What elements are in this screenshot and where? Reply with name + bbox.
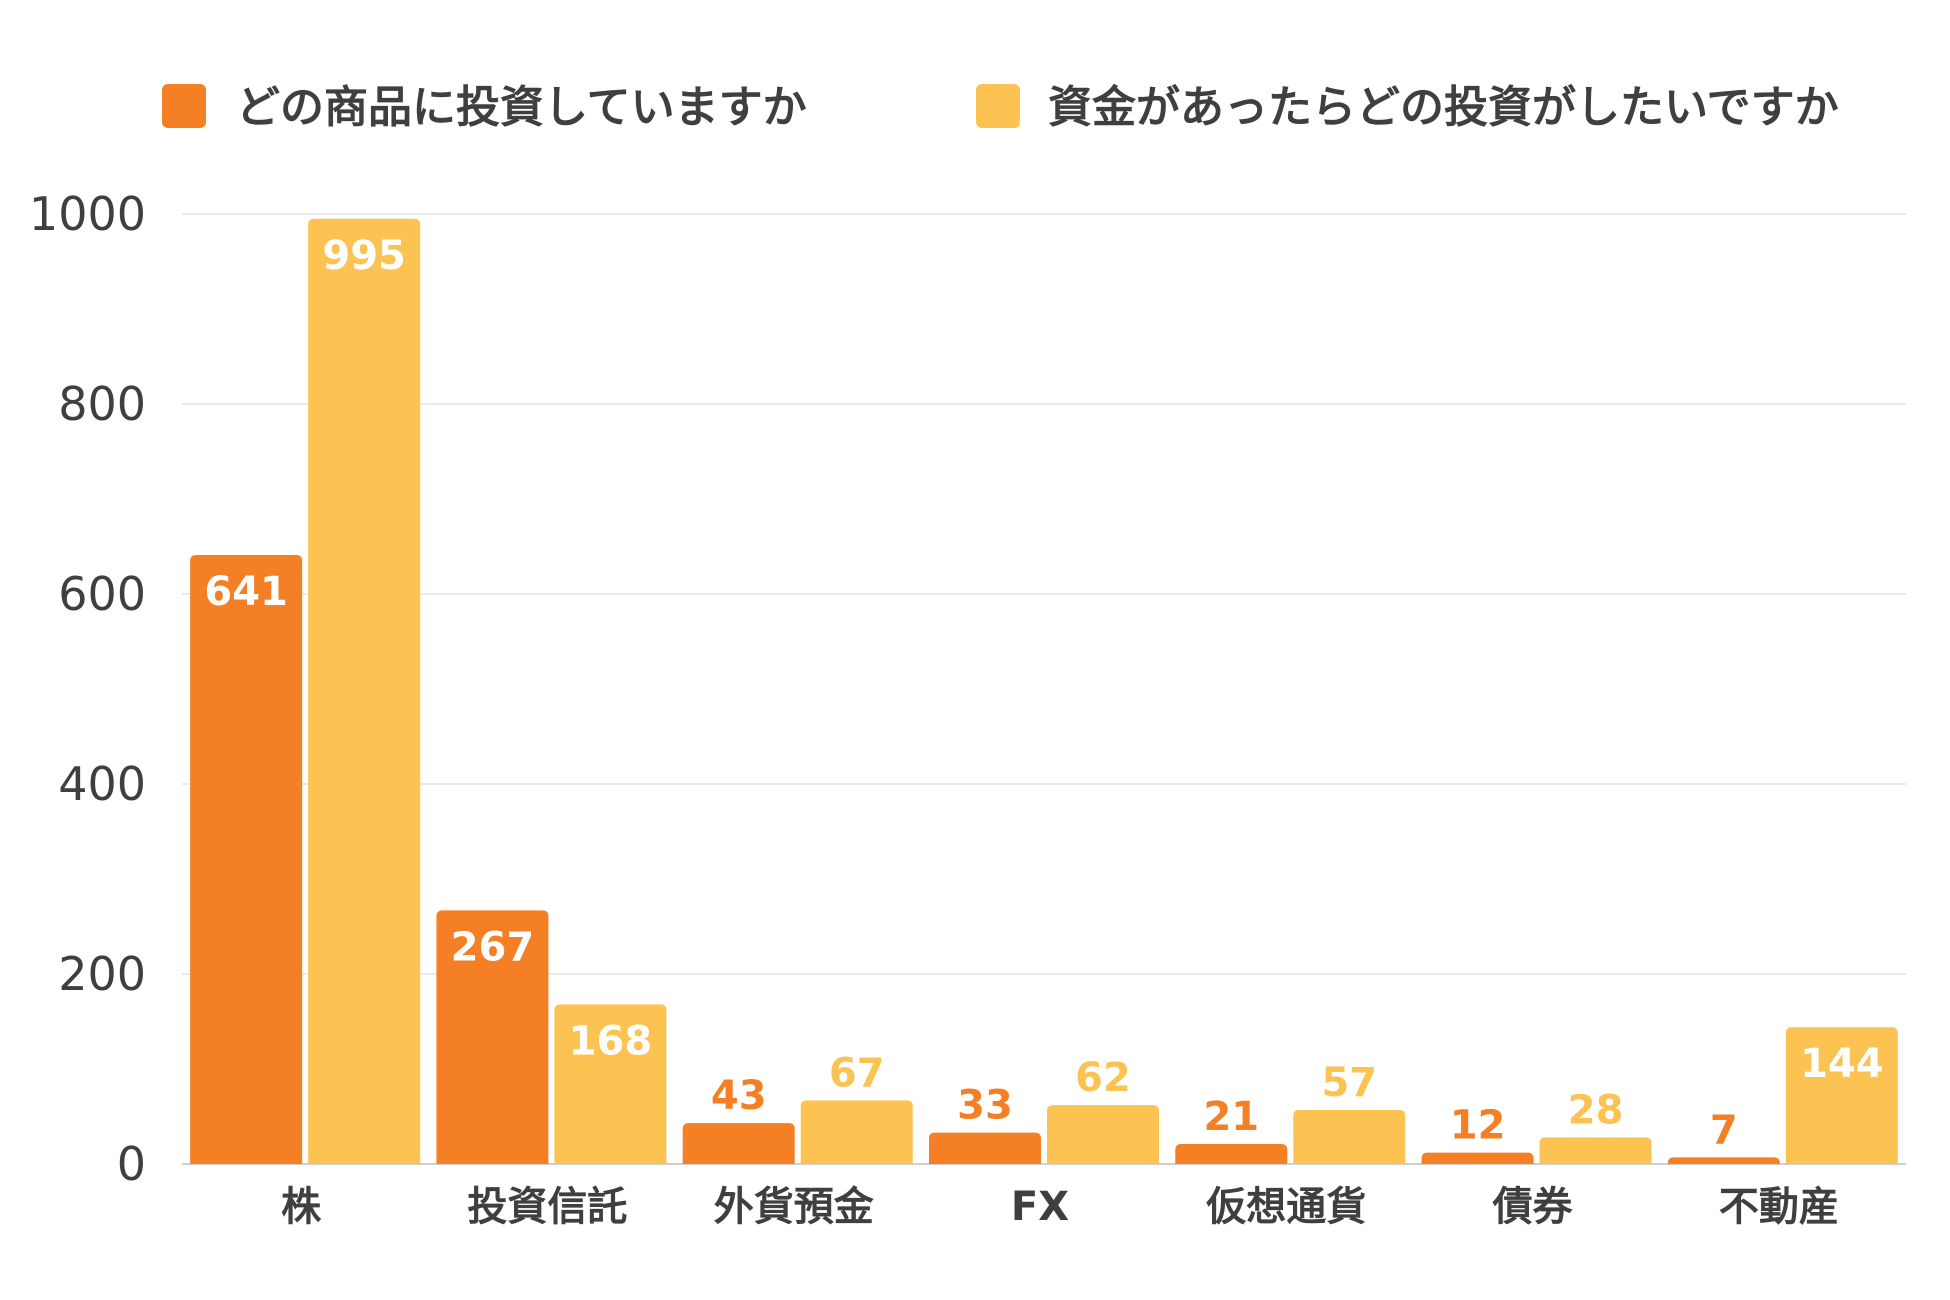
bar-desired-2	[800, 1100, 913, 1164]
bar-desired-4	[1293, 1109, 1406, 1164]
data-label: 28	[1568, 1087, 1624, 1133]
x-tick-label: FX	[1011, 1184, 1069, 1230]
legend-swatch	[976, 84, 1020, 128]
bar-current-3	[929, 1132, 1041, 1164]
bars	[190, 218, 1898, 1164]
data-label: 67	[829, 1050, 885, 1096]
bar-desired-1	[554, 1004, 667, 1164]
y-tick-label: 0	[117, 1137, 146, 1191]
x-tick-label: 外貨預金	[714, 1184, 875, 1230]
data-label: 995	[322, 233, 406, 279]
data-labels: 641 995 267 168 43 67 33 62 21 57 12 28 7 144	[204, 233, 1883, 1154]
legend-label: どの商品に投資していますか	[236, 82, 807, 133]
gridlines	[182, 213, 1906, 975]
legend-label: 資金があったらどの投資がしたいですか	[1048, 82, 1839, 133]
y-tick-label: 200	[58, 947, 146, 1001]
x-tick-label: 投資信託	[467, 1184, 627, 1230]
x-axis: 株 投資信託 外貨預金 FX 仮想通貨 債券 不動産	[281, 1184, 1839, 1230]
data-label: 168	[569, 1018, 653, 1064]
x-tick-label: 債券	[1492, 1184, 1574, 1230]
data-label: 33	[957, 1083, 1013, 1129]
data-label: 144	[1800, 1041, 1884, 1087]
bar-current-5	[1421, 1152, 1534, 1164]
y-tick-label: 600	[58, 567, 146, 621]
bar-current-1	[436, 910, 549, 1164]
data-label: 267	[451, 924, 535, 970]
bar-current-2	[682, 1123, 795, 1164]
data-label: 43	[711, 1073, 767, 1119]
y-tick-label: 400	[58, 757, 146, 811]
legend: どの商品に投資していますか 資金があったらどの投資がしたいですか	[162, 82, 1839, 133]
x-tick-label: 株	[281, 1184, 322, 1230]
data-label: 57	[1321, 1060, 1377, 1106]
y-axis: 0 200 400 600 800 1000	[29, 187, 1906, 1191]
legend-swatch	[162, 84, 206, 128]
bar-current-4	[1175, 1144, 1288, 1164]
bar-desired-5	[1539, 1137, 1652, 1164]
bar-desired-3	[1047, 1105, 1159, 1164]
data-label: 21	[1203, 1094, 1259, 1140]
data-label: 12	[1450, 1103, 1506, 1149]
bar-desired-6	[1785, 1027, 1898, 1164]
x-tick-label: 不動産	[1719, 1184, 1839, 1230]
data-label: 641	[204, 569, 288, 615]
bar-current-0	[190, 555, 303, 1164]
y-tick-label: 800	[58, 377, 146, 431]
x-tick-label: 仮想通貨	[1205, 1184, 1366, 1230]
y-tick-label: 1000	[29, 187, 146, 241]
data-label: 7	[1710, 1107, 1738, 1153]
data-label: 62	[1075, 1055, 1131, 1101]
bar-desired-0	[308, 218, 421, 1164]
bar-current-6	[1667, 1157, 1780, 1164]
